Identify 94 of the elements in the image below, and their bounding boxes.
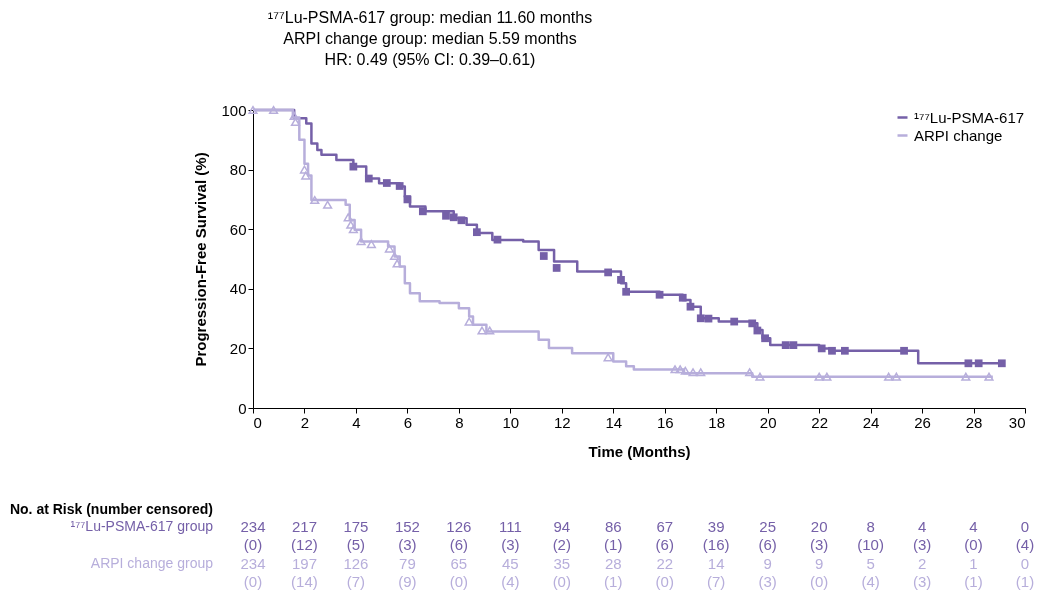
legend-label: ARPI change [914, 126, 1003, 144]
point [382, 179, 391, 187]
x-tick-label: 12 [553, 413, 571, 431]
point [290, 117, 301, 127]
text: ARPI change group: median 5.59 months [283, 30, 577, 47]
y-axis-title: Progression-Free Survival (%) [192, 152, 210, 367]
point [984, 372, 994, 381]
x-tick-label: 10 [502, 413, 520, 431]
x-tick-label: 24 [862, 413, 880, 431]
point [622, 287, 631, 296]
y-tick-label: 40 [229, 280, 247, 298]
point [323, 200, 333, 209]
point [997, 359, 1006, 368]
point [366, 240, 376, 249]
point [670, 365, 680, 374]
y-tick-label: 0 [238, 399, 247, 417]
point [604, 268, 612, 277]
point [840, 346, 849, 355]
x-tick-label: 28 [965, 413, 983, 431]
point [356, 237, 366, 246]
text: (0) (12) (5) (3) (6) (3) (2) (1) (6) (16) (6) (3) (10) (3) (0) (4) [243, 536, 1035, 553]
point [364, 174, 373, 183]
point [755, 372, 765, 381]
x-tick-label: 26 [914, 413, 931, 431]
point [814, 372, 824, 381]
point [748, 319, 757, 328]
point [299, 165, 310, 174]
text: ¹⁷⁷Lu-PSMA-617 group [70, 518, 214, 534]
point [268, 105, 279, 115]
point [457, 216, 466, 225]
point [817, 344, 826, 353]
x-tick-label: 2 [300, 413, 310, 431]
text: ARPI change group [90, 555, 214, 571]
x-tick-label: 30 [1008, 413, 1026, 431]
point [617, 275, 625, 284]
y-tick-label: 60 [229, 220, 247, 238]
point [789, 341, 798, 349]
point [395, 182, 404, 190]
y-tick-label: 20 [229, 339, 247, 357]
point [348, 225, 358, 234]
point [964, 359, 973, 368]
x-tick-label: 14 [605, 413, 623, 431]
text: (0) (14) (7) (9) (0) (4) (0) (1) (0) (7) (3) (0) (4) (3) (1) (1) [243, 573, 1035, 590]
point [822, 372, 832, 381]
text: No. at Risk (number censored) [9, 501, 213, 517]
point [343, 213, 353, 222]
x-tick-label: 16 [656, 413, 674, 431]
x-tick-label: 18 [708, 413, 726, 431]
point [310, 195, 320, 205]
x-axis-title: Time (Months) [588, 442, 691, 460]
x-tick-label: 22 [811, 413, 828, 431]
x-tick-label: 6 [403, 413, 413, 431]
point [464, 317, 474, 326]
x-tick-label: 8 [455, 413, 464, 431]
point [686, 302, 695, 311]
point [392, 259, 402, 268]
point [301, 171, 311, 180]
point [900, 346, 908, 355]
point [883, 372, 894, 381]
point [974, 359, 983, 368]
y-tick-label: 100 [221, 101, 247, 119]
point [552, 264, 561, 272]
point [696, 368, 706, 377]
point [730, 317, 739, 326]
x-tick-label: 4 [352, 413, 361, 431]
point [449, 213, 458, 222]
point [349, 162, 358, 171]
point [655, 290, 664, 299]
text: 234 197 126 79 65 45 35 28 22 14 9 9 5 2 1 0 [240, 555, 1030, 572]
point [477, 326, 487, 335]
text: HR: 0.49 (95% CI: 0.39–0.61) [324, 51, 536, 68]
legend-label: ¹⁷⁷Lu-PSMA-617 [914, 108, 1025, 126]
point [688, 368, 698, 377]
point [418, 207, 427, 216]
point [603, 353, 613, 362]
point [493, 235, 502, 244]
x-tick-label: 20 [759, 413, 777, 431]
point [961, 372, 971, 381]
y-tick-label: 80 [229, 161, 247, 179]
point [384, 244, 395, 253]
point [828, 346, 836, 355]
x-tick-label: 0 [253, 413, 262, 431]
point [891, 372, 901, 381]
point [485, 326, 495, 335]
text: 234 217 175 152 126 111 94 86 67 39 25 20 8 4 4 0 [240, 518, 1030, 535]
point [678, 293, 687, 302]
point [696, 314, 705, 323]
point [442, 211, 450, 220]
point [539, 252, 548, 260]
point [745, 368, 755, 377]
point [761, 334, 769, 343]
point [473, 228, 481, 237]
text: ¹⁷⁷Lu-PSMA-617 group: median 11.60 months [267, 9, 593, 26]
point [781, 341, 790, 349]
